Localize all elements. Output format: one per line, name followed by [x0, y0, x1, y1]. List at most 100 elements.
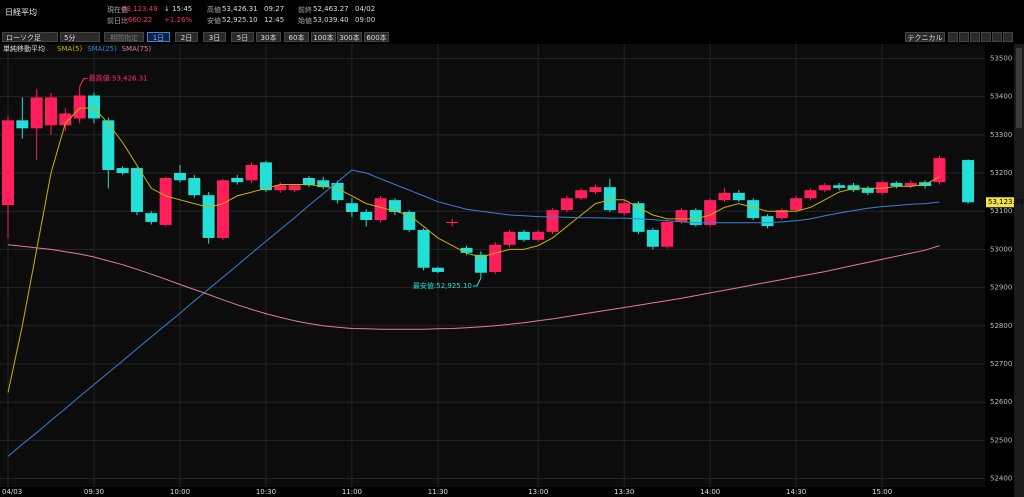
candle-body	[446, 221, 459, 224]
range-button[interactable]: 60本	[284, 32, 309, 42]
y-tick-label: 52700	[990, 360, 1012, 368]
chart-kind-select[interactable]: ローソク足	[2, 32, 58, 42]
x-tick-label: 13:30	[614, 488, 634, 496]
quote-label: 前終	[298, 6, 312, 14]
tool-icon[interactable]	[992, 32, 1002, 42]
quote-extra: 12:45	[264, 16, 285, 24]
candle-body	[962, 160, 975, 203]
quote-value: +660.22	[122, 16, 153, 24]
last-price-label: 53,123.49	[988, 198, 1024, 206]
candle-body	[259, 162, 272, 191]
annotation-leader	[79, 78, 88, 87]
range-button[interactable]: 3日	[203, 32, 226, 42]
y-tick-label: 53500	[990, 54, 1012, 62]
candle-body	[876, 182, 889, 193]
candle-body	[661, 221, 674, 247]
x-tick-label: 11:00	[342, 488, 362, 496]
y-tick-label: 53000	[990, 245, 1012, 253]
candle-body	[675, 210, 688, 222]
x-tick-label: 14:30	[786, 488, 806, 496]
range-button[interactable]: 300本	[337, 32, 362, 42]
candle-body	[360, 211, 373, 220]
candle-body	[704, 200, 717, 225]
tool-icon[interactable]	[970, 32, 980, 42]
quote-value: 52,463.27	[313, 5, 349, 13]
y-tick-label: 53400	[990, 93, 1012, 101]
candle-body	[747, 200, 760, 219]
quote-extra: +1.26%	[164, 16, 193, 24]
indicator-label: 単純移動平均	[3, 44, 45, 53]
range-button[interactable]: 600本	[364, 32, 389, 42]
tool-icon[interactable]	[948, 32, 958, 42]
range-button[interactable]: 1日	[147, 32, 170, 42]
candle-body	[775, 210, 788, 219]
candle-body	[231, 177, 244, 183]
x-tick-label: 11:30	[428, 488, 448, 496]
candle-body	[575, 190, 588, 199]
candle-body	[2, 120, 14, 206]
candle-body	[833, 185, 846, 188]
chart: 52400 52500 52600 52700 52800 52900 53000 53100…	[0, 44, 1024, 497]
candle-body	[274, 185, 287, 191]
range-button[interactable]: 5日	[231, 32, 254, 42]
candle-body	[560, 198, 573, 211]
x-tick-label: 09:30	[84, 488, 104, 496]
range-button[interactable]: 100本	[311, 32, 336, 42]
candle-body	[331, 182, 344, 201]
candle-body	[245, 165, 258, 181]
y-tick-label: 52900	[990, 284, 1012, 292]
tool-icon[interactable]	[981, 32, 991, 42]
candle-body	[503, 231, 516, 245]
candle-body	[847, 185, 860, 191]
candle-body	[102, 120, 115, 170]
interval-select[interactable]: 5分	[60, 32, 100, 42]
y-tick-label: 53300	[990, 131, 1012, 139]
y-tick-label: 53100	[990, 207, 1012, 215]
candle-body	[317, 180, 330, 188]
technical-button[interactable]: テクニカル	[905, 32, 945, 42]
candle-body	[618, 203, 631, 214]
x-tick-label: 10:30	[256, 488, 276, 496]
candle-body	[589, 187, 602, 193]
candle-body	[933, 158, 946, 183]
quote-extra: 04/02	[355, 5, 376, 13]
y-tick-label: 52400	[990, 475, 1012, 483]
candle-body	[818, 185, 831, 191]
candle-body	[73, 95, 86, 119]
x-tick-label: 13:00	[528, 488, 548, 496]
tool-icon[interactable]	[959, 32, 969, 42]
candle-body	[890, 182, 903, 187]
tool-icon[interactable]	[1003, 32, 1013, 42]
y-tick-label: 52600	[990, 398, 1012, 406]
scroll-thumb[interactable]	[1016, 48, 1022, 128]
quote-value: 53,039.40	[313, 16, 349, 24]
quote-label: 高値	[207, 6, 221, 14]
candle-body	[288, 185, 301, 191]
candle-body	[474, 254, 487, 273]
annotation-min: 最安値:52,925.10	[413, 281, 472, 290]
period-button[interactable]: 期間指定	[104, 32, 144, 42]
candle-body	[732, 192, 745, 201]
candle-body	[216, 180, 229, 238]
candle-body	[388, 200, 401, 212]
candle-body	[159, 177, 172, 225]
candle-body	[59, 113, 72, 126]
quote-label: 安値	[207, 17, 221, 25]
candle-body	[188, 177, 201, 196]
candle-body	[517, 231, 530, 240]
sma-line	[7, 107, 940, 393]
candle-body	[116, 168, 129, 174]
legend-entry: SMA(25)	[87, 45, 117, 53]
candle-body	[417, 229, 430, 268]
quote-label: 始値	[298, 17, 312, 25]
candle-body	[302, 177, 315, 186]
candle-body	[861, 187, 874, 193]
range-button[interactable]: 30本	[256, 32, 281, 42]
y-tick-label: 52500	[990, 436, 1012, 444]
candle-body	[87, 95, 100, 119]
x-tick-label: 10:00	[170, 488, 190, 496]
legend-entry: SMA(5)	[57, 45, 82, 53]
range-button[interactable]: 2日	[175, 32, 198, 42]
scrollbar[interactable]	[1014, 44, 1024, 497]
candle-body	[202, 195, 215, 238]
